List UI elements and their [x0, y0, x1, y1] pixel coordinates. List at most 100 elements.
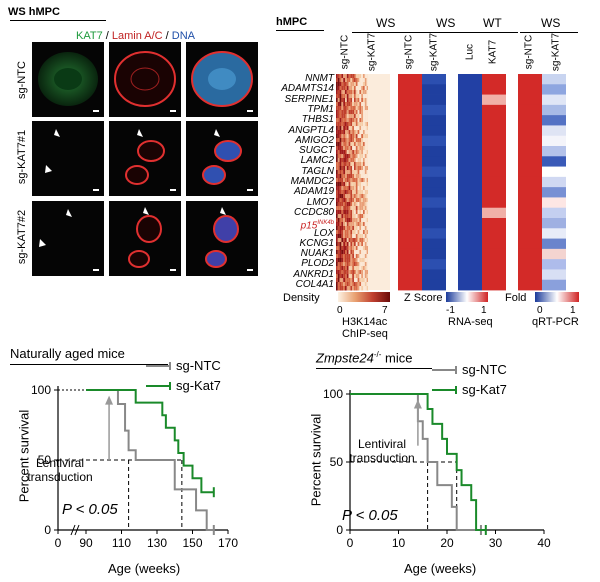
heat-cell: [361, 138, 363, 143]
heat-cell: [366, 150, 369, 155]
heat-cell: [458, 94, 482, 106]
heat-cell: [336, 190, 338, 195]
heat-cell: [354, 254, 356, 259]
heat-cell: [350, 130, 353, 135]
fold-colorbar: [535, 292, 579, 302]
heat-cell: [359, 178, 362, 183]
heat-cell: [345, 114, 347, 119]
heat-cell: [337, 258, 340, 263]
heat-cell: [359, 266, 362, 271]
heat-cell: [339, 166, 342, 171]
heat-cell: [350, 162, 353, 167]
heat-cell: [359, 106, 362, 111]
heat-cell: [346, 162, 349, 167]
heat-cell: [354, 202, 356, 207]
heat-cell: [364, 98, 367, 103]
heat-cell: [361, 194, 363, 199]
heat-cell: [354, 114, 356, 119]
heat-cell: [350, 126, 353, 131]
heat-cell: [354, 198, 356, 203]
heat-cell: [345, 90, 347, 95]
heat-cell: [366, 134, 369, 139]
heat-cell: [341, 178, 344, 183]
heat-cell: [339, 246, 342, 251]
heat-cell: [339, 154, 342, 159]
heat-cell: [363, 266, 365, 271]
heat-cell: [357, 194, 360, 199]
gene-label: SUGCT: [299, 145, 334, 157]
heat-cell: [354, 226, 356, 231]
heat-cell: [357, 262, 360, 267]
heat-cell: [359, 110, 362, 115]
heat-cell: [354, 230, 356, 235]
heat-cell: [363, 202, 365, 207]
heat-cell: [366, 90, 369, 95]
heat-cell: [354, 178, 356, 183]
heat-cell: [352, 202, 354, 207]
heat-cell: [363, 278, 365, 283]
heat-cell: [364, 78, 367, 83]
heat-cell: [357, 150, 360, 155]
heat-cell: [343, 186, 345, 191]
heat-cell: [336, 282, 338, 287]
heat-cell: [337, 166, 340, 171]
micrograph-kat7-2-lamin: [109, 201, 181, 276]
heat-cell: [345, 190, 347, 195]
heat-cell: [359, 286, 362, 291]
heat-cell: [350, 194, 353, 199]
heat-cell: [341, 150, 344, 155]
heat-cell: [458, 125, 482, 137]
heat-cell: [352, 178, 354, 183]
heat-cell: [341, 82, 344, 87]
heat-cell: [357, 214, 360, 219]
micrograph-ntc-lamin: [109, 42, 181, 117]
heat-cell: [352, 158, 354, 163]
heat-cell: [363, 98, 365, 103]
heat-cell: [357, 94, 360, 99]
heat-cell: [363, 226, 365, 231]
heat-cell: [352, 218, 354, 223]
heat-cell: [518, 125, 542, 137]
heat-cell: [348, 206, 351, 211]
heat-cell: [337, 282, 340, 287]
heat-cell: [518, 115, 542, 126]
heat-cell: [354, 86, 356, 91]
heat-cell: [348, 150, 351, 155]
heat-cell: [359, 282, 362, 287]
heat-cell: [364, 238, 367, 243]
heat-cell: [341, 242, 344, 247]
heat-cell: [363, 162, 365, 167]
heat-cell: [542, 104, 566, 116]
heat-cell: [355, 166, 358, 171]
group-header-ws-3: WS: [541, 16, 561, 30]
heat-cell: [352, 270, 354, 275]
heat-cell: [346, 158, 349, 163]
heat-cell: [346, 210, 349, 215]
heat-cell: [341, 106, 344, 111]
gene-label: NNMT: [305, 73, 334, 84]
heat-cell: [359, 154, 362, 159]
heat-cell: [352, 242, 354, 247]
heat-cell: [348, 82, 351, 87]
heat-cell: [348, 198, 351, 203]
heat-cell: [359, 122, 362, 127]
group-header-ws-1: WS: [376, 16, 396, 30]
heat-cell: [345, 158, 347, 163]
gene-list: NNMT ADAMTS14 SERPINE1 TPM1 THBS1 ANGPTL…: [244, 74, 336, 290]
heat-cell: [542, 197, 566, 209]
heat-cell: [352, 262, 354, 267]
heat-cell: [345, 226, 347, 231]
legend-label: sg-NTC: [176, 358, 221, 373]
heat-cell: [345, 102, 347, 107]
heat-cell: [359, 246, 362, 251]
heat-cell: [361, 214, 363, 219]
heat-cell: [348, 170, 351, 175]
heat-cell: [336, 222, 338, 227]
heat-cell: [355, 266, 358, 271]
heat-cell: [366, 218, 369, 223]
heat-cell: [345, 142, 347, 147]
heat-cell: [343, 102, 345, 107]
heat-cell: [398, 279, 422, 291]
heat-cell: [341, 158, 344, 163]
heat-cell: [357, 90, 360, 95]
